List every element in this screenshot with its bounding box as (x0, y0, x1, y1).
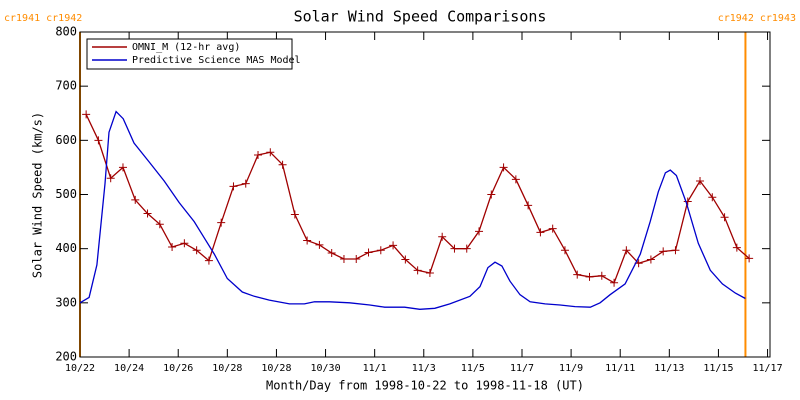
data-point (560, 246, 569, 255)
data-point (425, 269, 434, 278)
y-tick-label: 500 (55, 187, 77, 201)
x-tick-label: 10/22 (65, 363, 95, 374)
data-point (720, 213, 729, 222)
data-point (155, 220, 164, 229)
legend-label: OMNI_M (12-hr avg) (132, 42, 240, 53)
data-point (732, 243, 741, 252)
data-point (573, 270, 582, 279)
data-point (389, 241, 398, 250)
data-point (192, 246, 201, 255)
data-point (94, 136, 103, 145)
data-point (204, 256, 213, 265)
x-tick-label: 10/26 (163, 363, 193, 374)
data-point (450, 244, 459, 253)
series-line (79, 110, 746, 310)
data-point (475, 227, 484, 236)
data-point (180, 239, 189, 248)
y-axis-label: Solar Wind Speed (km/s) (31, 112, 45, 278)
data-point (548, 224, 557, 233)
data-point (524, 201, 533, 210)
data-point (610, 278, 619, 287)
data-point (597, 271, 606, 280)
x-tick-label: 11/13 (654, 363, 684, 374)
data-point (278, 160, 287, 169)
boundary-label: cr1942 cr1943 (718, 13, 796, 24)
data-point (401, 255, 410, 264)
data-point (229, 182, 238, 191)
x-tick-label: 11/15 (703, 363, 733, 374)
data-point (708, 193, 717, 202)
data-point (499, 163, 508, 172)
x-tick-label: 11/3 (412, 363, 436, 374)
data-point (352, 254, 361, 263)
boundary-label: cr1941 cr1942 (4, 13, 82, 24)
legend-box (86, 38, 293, 70)
data-point (339, 254, 348, 263)
y-tick-label: 400 (55, 241, 77, 255)
data-point (585, 272, 594, 281)
x-tick-label: 10/30 (310, 363, 340, 374)
x-tick-label: 10/24 (114, 363, 144, 374)
data-point (290, 210, 299, 219)
x-tick-label: 10/28 (212, 363, 242, 374)
data-point (327, 249, 336, 257)
y-tick-label: 300 (55, 295, 77, 309)
x-tick-label: 10/28 (261, 363, 291, 374)
data-point (438, 232, 447, 241)
data-point (376, 246, 385, 255)
data-point (315, 240, 324, 249)
data-point (82, 110, 91, 119)
y-tick-label: 700 (55, 79, 77, 93)
data-point (106, 174, 115, 183)
data-point (745, 254, 754, 263)
data-point (536, 228, 545, 237)
x-tick-label: 11/5 (461, 363, 485, 374)
data-point (646, 255, 655, 264)
data-point (622, 246, 631, 255)
data-point (413, 266, 422, 275)
data-point (511, 175, 520, 184)
data-point (266, 148, 275, 157)
data-point (683, 197, 692, 206)
chart-title: Solar Wind Speed Comparisons (294, 8, 547, 26)
x-tick-label: 11/1 (363, 363, 387, 374)
data-point (254, 150, 263, 159)
x-axis-label: Month/Day from 1998-10-22 to 1998-11-18 … (266, 379, 584, 393)
data-point (659, 247, 668, 256)
x-tick-label: 11/11 (605, 363, 635, 374)
data-point (168, 243, 177, 252)
y-tick-label: 200 (55, 350, 77, 364)
legend-label: Predictive Science MAS Model (132, 55, 301, 66)
x-tick-label: 11/9 (559, 363, 583, 374)
data-point (462, 244, 471, 253)
data-point (131, 195, 140, 204)
data-point (118, 163, 127, 172)
data-point (217, 218, 226, 227)
y-tick-label: 600 (55, 133, 77, 147)
data-point (696, 176, 705, 185)
data-point (143, 209, 152, 218)
data-point (671, 246, 680, 255)
y-tick-label: 800 (55, 25, 77, 39)
data-point (303, 236, 312, 245)
data-point (364, 248, 373, 257)
x-tick-label: 11/7 (510, 363, 534, 374)
x-tick-label: 11/17 (752, 363, 782, 374)
data-point (241, 179, 250, 188)
data-point (487, 190, 496, 199)
